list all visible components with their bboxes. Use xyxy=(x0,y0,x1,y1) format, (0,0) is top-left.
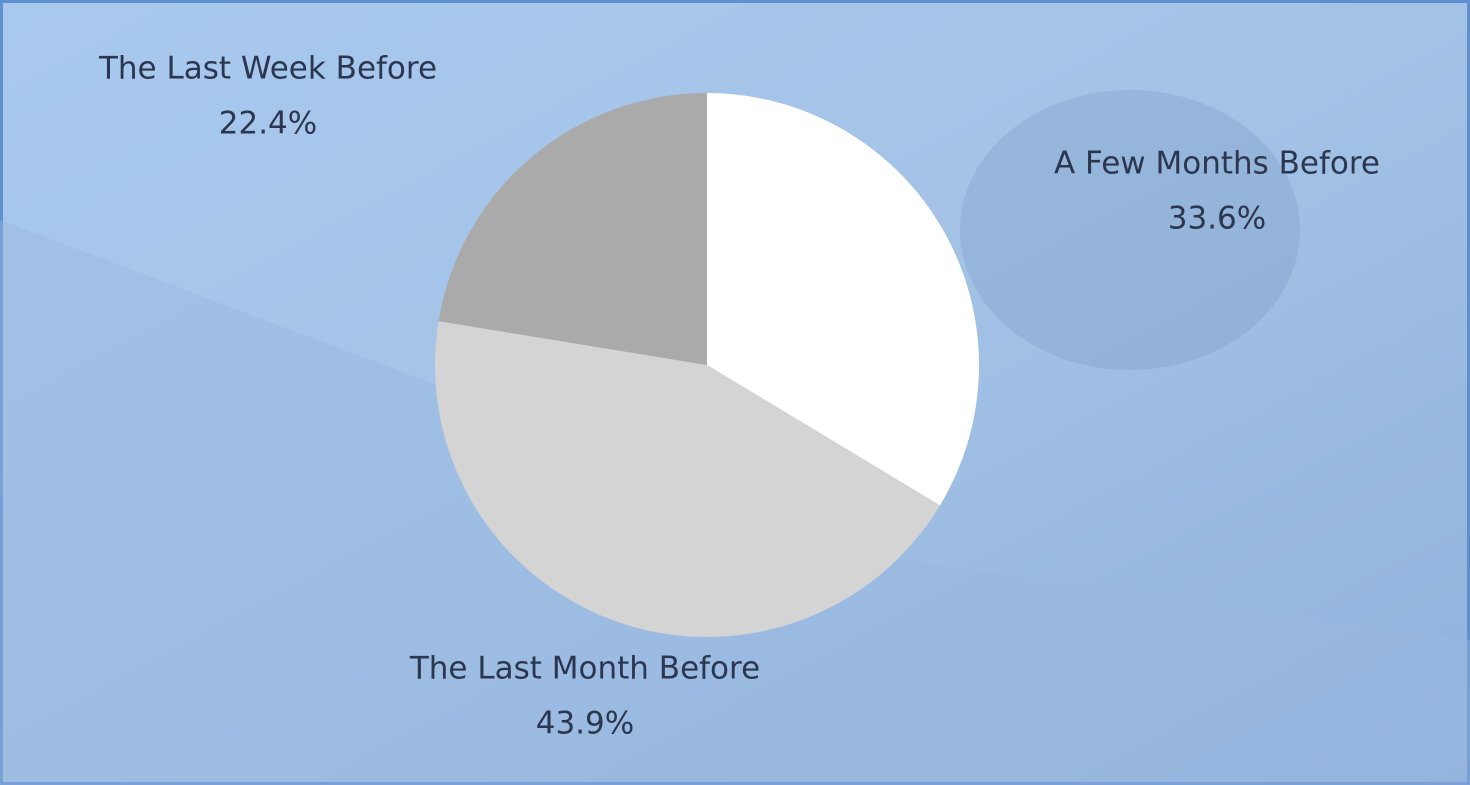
slice-value-label: 33.6% xyxy=(1168,201,1266,237)
slice-value-label: 22.4% xyxy=(219,106,317,142)
slice-label: The Last Month Before xyxy=(409,651,760,687)
pie xyxy=(435,93,979,637)
slice-label: The Last Week Before xyxy=(98,51,437,87)
page: A Few Months Before 33.6% The Last Month B… xyxy=(0,0,1470,785)
slice-label: A Few Months Before xyxy=(1054,146,1380,182)
slice-value-label: 43.9% xyxy=(536,706,634,742)
chart: A Few Months Before 33.6% The Last Month B… xyxy=(0,0,1470,785)
